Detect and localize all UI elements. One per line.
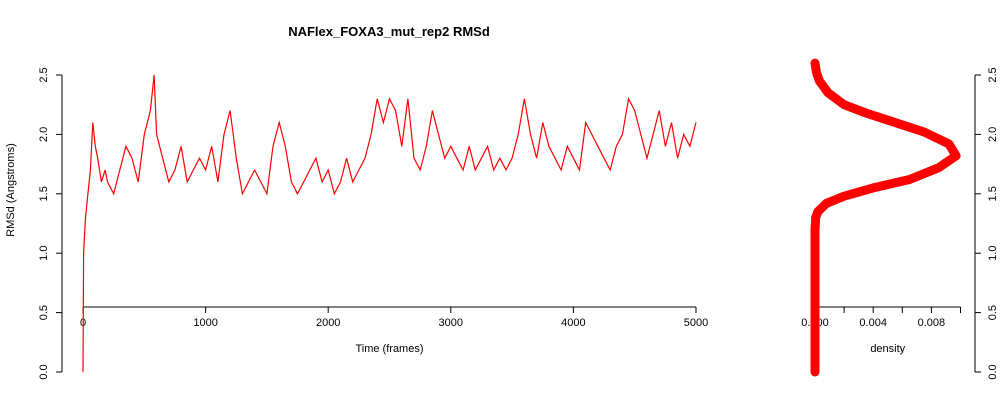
main-y-axis-title: RMSd (Angstroms) [5,143,17,237]
rmsd-series-line [82,74,697,373]
density-y-tick-label: 1.0 [987,246,999,261]
density-y-tick-label: 0.5 [987,305,999,320]
main-y-tick-label: 1.0 [38,246,50,261]
density-x-tick-label: 0.004 [859,317,887,329]
main-x-tick-label: 1000 [193,317,217,329]
main-x-tick-label: 3000 [439,317,463,329]
main-x-tick-label: 5000 [684,317,708,329]
density-x-tick-label: 0.008 [918,317,946,329]
main-x-axis-title: Time (frames) [355,343,423,355]
density-y-tick-label: 2.5 [987,67,999,82]
density-y-tick-label: 0.0 [987,364,999,379]
density-y-tick-label: 2.0 [987,127,999,142]
main-y-tick-label: 2.5 [38,67,50,82]
main-y-tick-label: 2.0 [38,127,50,142]
density-plot-series [810,58,961,377]
main-y-tick-label: 1.5 [38,186,50,201]
main-plot-series [82,74,697,373]
density-y-tick-label: 1.5 [987,186,999,201]
density-curve [810,58,961,377]
main-y-tick-label: 0.5 [38,305,50,320]
main-x-tick-label: 2000 [316,317,340,329]
main-y-tick-label: 0.0 [38,364,50,379]
main-x-tick-label: 4000 [561,317,585,329]
chart-title: NAFlex_FOXA3_mut_rep2 RMSd [288,24,490,39]
density-x-axis-title: density [870,343,905,355]
